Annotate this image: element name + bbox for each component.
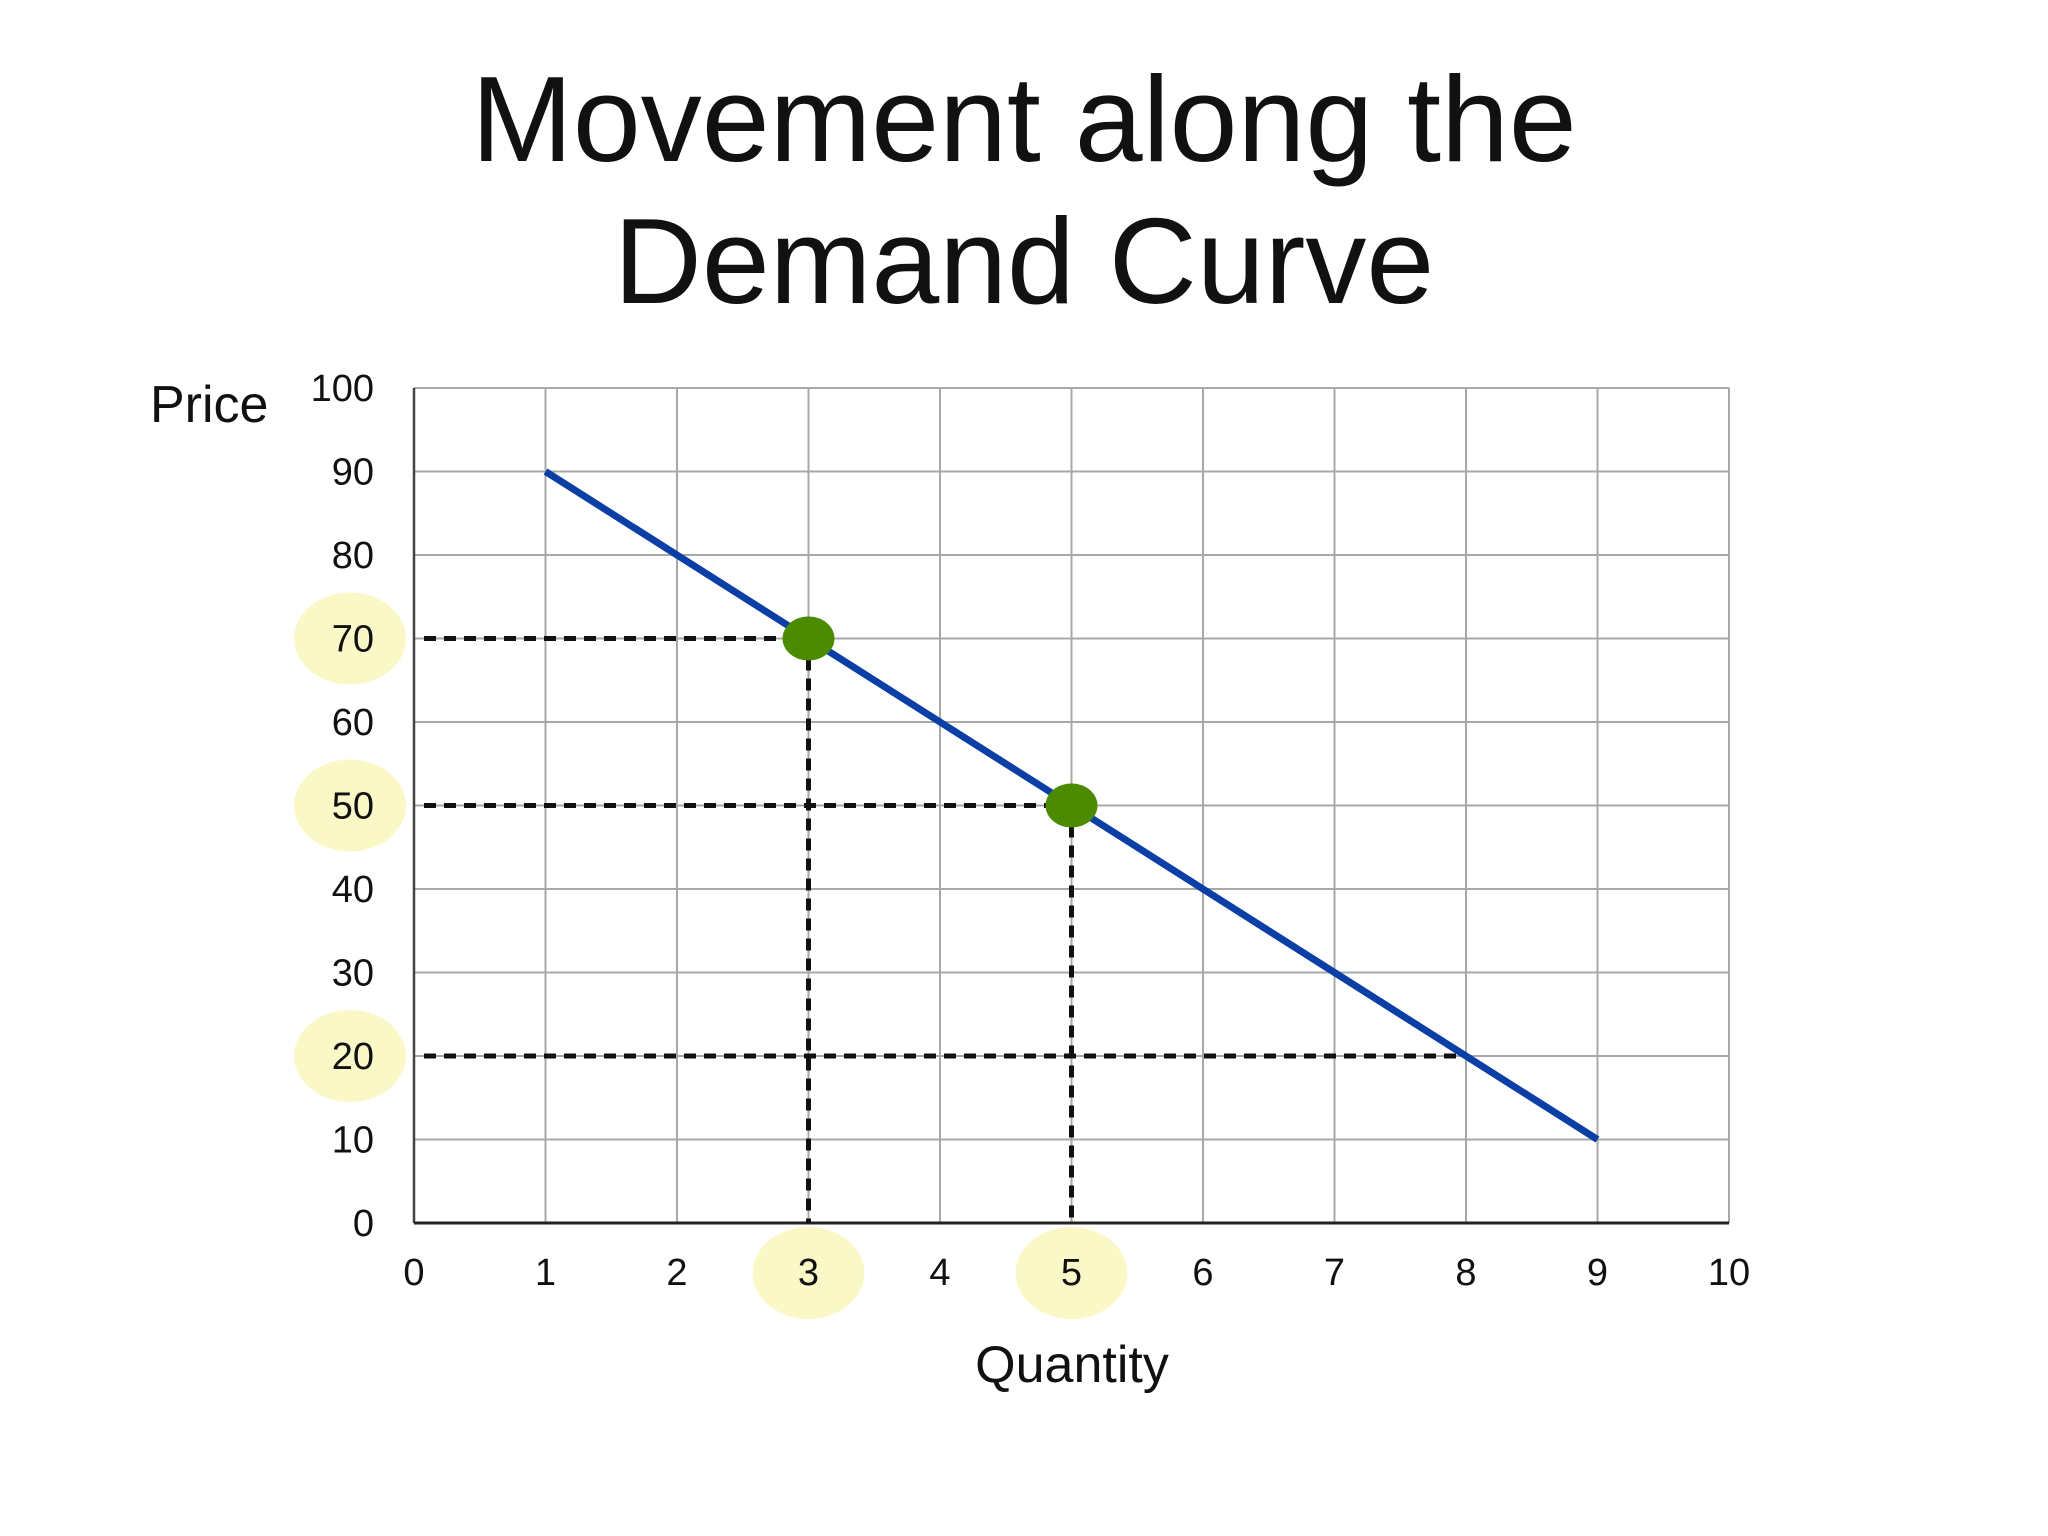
y-tick-label-30: 30	[332, 953, 374, 995]
x-tick-label-7: 7	[1324, 1252, 1345, 1294]
data-point-5-50	[1045, 783, 1098, 828]
x-tick-label-2: 2	[666, 1252, 687, 1294]
x-tick-label-3: 3	[798, 1252, 819, 1294]
x-tick-label-5: 5	[1061, 1252, 1082, 1294]
x-tick-label-10: 10	[1708, 1252, 1750, 1294]
y-tick-label-90: 90	[332, 452, 374, 494]
slide-title-line-2: Demand Curve	[613, 193, 1435, 329]
x-tick-label-8: 8	[1455, 1252, 1476, 1294]
y-tick-label-20: 20	[332, 1036, 374, 1078]
y-tick-label-80: 80	[332, 535, 374, 577]
y-tick-highlight-20	[294, 1010, 406, 1102]
axis-labels: 0 10 20 30 40 50 60 70 80 90 100 0 1 2 3 4 5 6 7 8 9 10 Price Q…	[150, 368, 1750, 1394]
y-tick-highlight-50	[294, 759, 406, 852]
y-tick-label-70: 70	[332, 619, 374, 661]
y-tick-label-40: 40	[332, 869, 374, 911]
x-tick-highlight-5	[1015, 1227, 1128, 1319]
y-tick-label-100: 100	[311, 368, 374, 410]
y-tick-highlight-70	[294, 592, 406, 685]
y-tick-label-0: 0	[353, 1203, 374, 1245]
x-tick-label-4: 4	[929, 1252, 950, 1294]
x-axis-title: Quantity	[975, 1336, 1169, 1394]
x-tick-highlight-3	[752, 1227, 865, 1319]
slide-title: Movement along the Demand Curve	[0, 48, 2048, 332]
y-tick-label-60: 60	[332, 702, 374, 744]
y-axis-title: Price	[150, 376, 268, 434]
y-tick-label-10: 10	[332, 1120, 374, 1162]
tick-highlights	[294, 592, 1128, 1319]
y-tick-label-50: 50	[332, 786, 374, 828]
slide-title-line-1: Movement along the	[471, 51, 1577, 187]
x-tick-label-9: 9	[1587, 1252, 1608, 1294]
x-tick-label-1: 1	[535, 1252, 556, 1294]
x-tick-label-6: 6	[1192, 1252, 1213, 1294]
equilibrium-points	[782, 616, 1098, 828]
dashed-guides	[424, 636, 1466, 1223]
x-tick-label-0: 0	[403, 1252, 424, 1294]
data-point-3-70	[782, 616, 835, 661]
